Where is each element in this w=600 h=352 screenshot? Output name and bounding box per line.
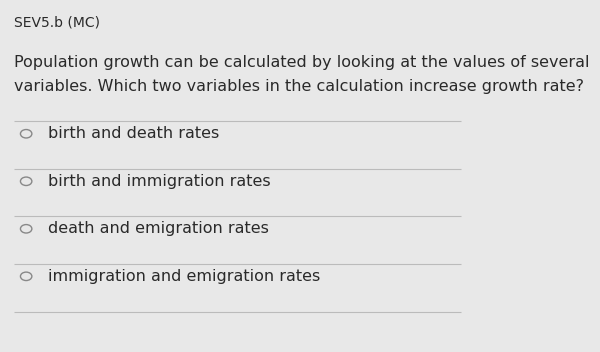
Text: death and emigration rates: death and emigration rates — [47, 221, 268, 236]
Text: immigration and emigration rates: immigration and emigration rates — [47, 269, 320, 284]
Text: variables. Which two variables in the calculation increase growth rate?: variables. Which two variables in the ca… — [14, 79, 584, 94]
Text: SEV5.b (MC): SEV5.b (MC) — [14, 16, 100, 30]
Text: birth and immigration rates: birth and immigration rates — [47, 174, 270, 189]
Text: birth and death rates: birth and death rates — [47, 126, 219, 141]
Text: Population growth can be calculated by looking at the values of several: Population growth can be calculated by l… — [14, 55, 590, 70]
